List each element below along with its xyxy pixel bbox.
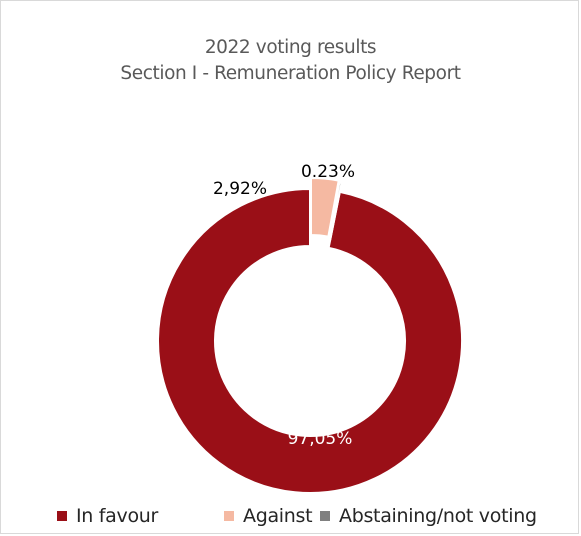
legend-label-in-favour: In favour xyxy=(76,505,159,527)
legend-swatch-in-favour xyxy=(57,511,67,521)
legend-item-abstaining: Abstaining/not voting xyxy=(320,505,537,527)
chart-title: 2022 voting results xyxy=(204,37,377,58)
chart-subtitle: Section I - Remuneration Policy Report xyxy=(120,63,461,84)
data-label-abstaining: 0.23% xyxy=(301,162,355,182)
legend-item-in-favour: In favour xyxy=(57,505,158,527)
slice-against xyxy=(310,177,340,238)
slice-in-favour xyxy=(157,187,463,494)
legend-swatch-against xyxy=(224,511,234,521)
chart-legend: In favour Against Abstaining/not voting xyxy=(0,505,581,527)
legend-swatch-abstaining xyxy=(320,511,330,521)
legend-label-abstaining: Abstaining/not voting xyxy=(339,505,537,527)
slice-abstaining xyxy=(327,181,343,241)
legend-label-against: Against xyxy=(243,505,313,527)
data-label-in-favour: 97,05% xyxy=(288,429,353,449)
legend-item-against: Against xyxy=(224,505,313,527)
data-label-against: 2,92% xyxy=(213,179,267,199)
